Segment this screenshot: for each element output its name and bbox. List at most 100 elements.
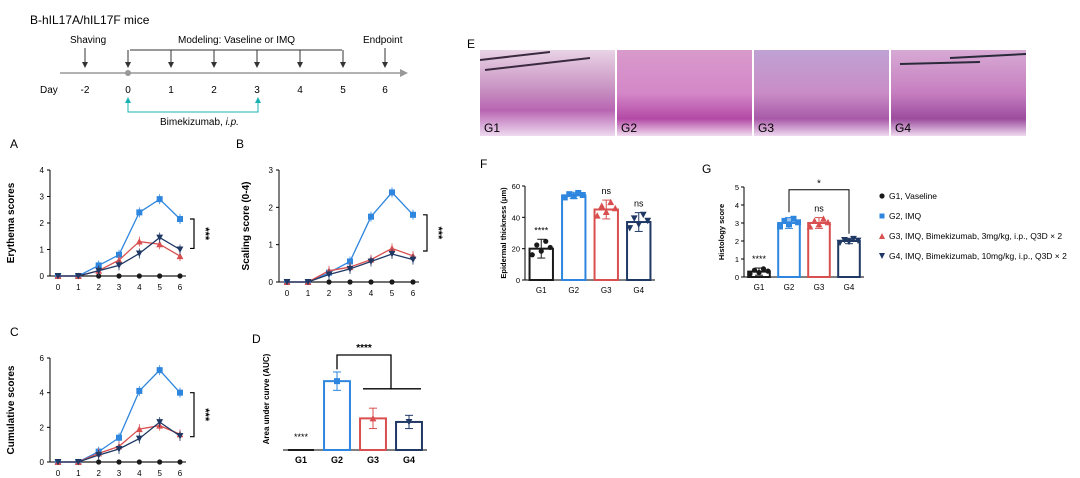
legend-marker-square [879,213,885,219]
data-point-g2 [334,378,340,385]
data-point-g2 [116,251,122,258]
timeline-arrowhead [400,69,408,77]
timeline-arrow-head [211,62,217,68]
data-point-g1 [177,459,183,465]
significance-label: **** [294,432,309,442]
data-point-g4 [176,433,184,440]
panel-letter-e: E [467,37,476,51]
data-point-g1 [116,273,122,279]
data-point-g3 [369,414,377,422]
y-tick-label: 20 [512,245,520,254]
data-point-g1 [543,238,549,244]
data-point-g3 [593,212,601,219]
data-point-g2 [156,367,163,374]
y-tick-label: 1 [269,241,274,250]
data-point-g4 [388,251,396,258]
data-point-g1 [136,459,142,465]
data-point-g1 [747,271,753,277]
data-point-g3 [115,256,123,264]
x-tick-label: 3 [117,469,122,478]
legend-label: G1, Vaseline [889,191,938,201]
data-point-g1 [347,279,353,285]
histology-label-g1: G1 [484,121,500,135]
data-point-g1 [756,269,762,276]
x-tick-label: 4 [137,469,142,478]
significance-bracket [190,218,195,250]
significance-bracket [336,354,392,389]
x-tick-label: 2 [96,469,101,478]
histology-image-g2 [617,50,752,136]
data-point-g3 [176,252,184,260]
data-point-g3 [806,223,814,230]
bar-g2 [323,380,351,451]
panel-letter-f: F [480,157,488,171]
data-point-g1 [326,279,332,285]
y-tick-label: 4 [40,389,45,398]
x-tick-label: 6 [411,289,416,298]
data-point-g1 [177,273,183,279]
data-point-g4 [639,211,647,219]
data-point-g2 [561,194,568,201]
day-label: Day [40,85,58,96]
x-tick-label: 0 [56,283,61,292]
histology-hair-g1 [479,51,591,71]
y-tick-label: 2 [269,203,274,212]
data-point-g2 [116,434,122,441]
x-tick-label: 1 [76,469,81,478]
modeling-label: Modeling: Vaseline or IMQ [178,35,295,46]
data-point-g3 [602,208,610,215]
y-tick-label: 2 [40,219,45,228]
x-tick-label: 5 [157,469,162,478]
data-point-g2 [368,213,374,220]
shaving-label: Shaving [70,35,106,46]
data-point-g4 [283,279,291,286]
y-tick-label: 40 [512,213,520,222]
x-tick-label: G1 [754,283,765,292]
data-point-g3 [607,198,615,206]
data-point-g4 [115,446,123,453]
y-tick-label: 1 [40,246,45,255]
x-tick-label: 3 [117,283,122,292]
x-tick-label: 4 [369,289,374,298]
data-point-g2 [575,189,582,196]
timeline: B-hIL17A/hIL17F mice Shaving Modeling: V… [0,0,460,135]
timeline-title: B-hIL17A/hIL17F mice [30,13,150,27]
data-point-g3 [815,221,823,228]
x-tick-label: G3 [814,283,825,292]
x-tick-label: 1 [306,289,311,298]
y-axis-label: Erythema scores [6,182,17,263]
data-point-g1 [116,459,122,465]
timeline-arrow-head [382,62,388,68]
significance-label: **** [752,254,767,264]
x-tick-label: 1 [76,283,81,292]
histology-label-g2: G2 [621,121,637,135]
data-point-g4 [405,418,413,426]
panel-letter-a: A [10,137,19,151]
timeline-day-label: 1 [168,85,174,96]
significance-bracket [423,214,428,252]
x-tick-label: 5 [390,289,395,298]
legend: G1, Vaseline G2, IMQ G3, IMQ, Bimekizuma… [877,186,1077,266]
data-point-g1 [529,252,535,258]
significance-label: ns [814,204,824,214]
legend-label: G3, IMQ, Bimekizumab, 3mg/kg, i.p., Q3D … [889,231,1063,241]
histology-image-g1 [480,50,615,136]
legend-label: G2, IMQ [889,211,922,221]
data-point-g1 [96,273,102,279]
drug-label: Bimekizumab, i.p. [160,117,239,128]
data-point-g4 [854,237,862,245]
x-tick-label: 0 [56,469,61,478]
bar-g3 [593,208,619,281]
y-tick-label: 4 [735,201,739,210]
data-point-g3 [811,217,818,224]
timeline-arrow-head [168,62,174,68]
bar-g2 [561,194,587,281]
significance-label: ns [601,186,611,196]
y-axis-label: Scaling score (0-4) [241,182,252,271]
y-axis-label: Epidermal thickness (μm) [499,187,508,279]
y-tick-label: 4 [40,166,45,175]
data-point-g4 [54,459,62,466]
timeline-day-label: 2 [211,85,217,96]
bar-g2 [777,222,801,278]
y-tick-label: 3 [40,193,45,202]
